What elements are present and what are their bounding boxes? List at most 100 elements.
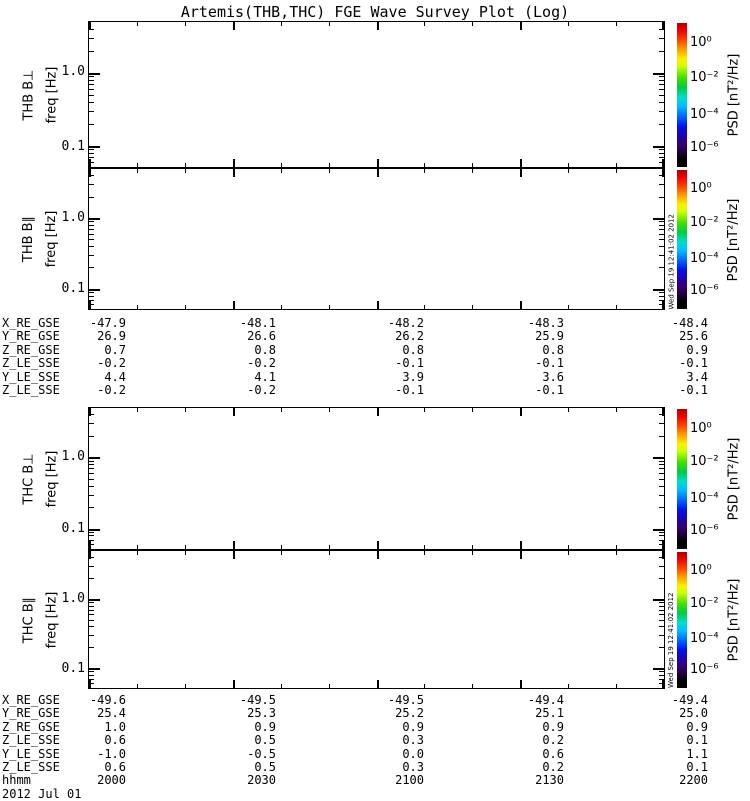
axis-tick <box>329 545 330 549</box>
axis-tick <box>659 578 664 579</box>
axis-tick <box>89 221 94 222</box>
axis-tick <box>89 540 94 541</box>
axis-tick <box>472 408 473 412</box>
axis-tick <box>89 162 94 163</box>
cell: 3.6 <box>542 369 564 384</box>
axis-tick <box>659 671 664 672</box>
axis-tick <box>659 507 664 508</box>
axis-tick <box>137 545 138 549</box>
axis-tick <box>659 473 664 474</box>
axis-tick <box>89 647 94 648</box>
time-tick-label: 2000 <box>97 773 126 788</box>
axis-tick <box>89 267 94 268</box>
axis-tick <box>137 22 138 26</box>
axis-tick <box>659 566 664 567</box>
axis-tick <box>659 626 664 627</box>
axis-tick <box>185 551 186 555</box>
axis-tick <box>89 255 94 256</box>
cell: 4.4 <box>104 369 126 384</box>
time-tick-label: 2200 <box>679 773 708 788</box>
cell: 0.3 <box>402 760 424 775</box>
axis-tick <box>659 535 664 536</box>
colorbar-tick-label: 10⁰ <box>690 563 712 578</box>
cell: -48.3 <box>527 316 564 330</box>
axis-tick <box>89 529 100 531</box>
cell: -49.4 <box>671 693 708 707</box>
axis-tick <box>89 566 94 567</box>
axis-tick <box>89 184 94 185</box>
row-label: Z_LE_SSE <box>2 733 60 748</box>
axis-tick <box>653 668 664 670</box>
cell: -0.1 <box>535 356 564 371</box>
axis-tick <box>329 169 330 173</box>
axis-tick <box>659 184 664 185</box>
axis-tick <box>329 684 330 688</box>
cell: -49.6 <box>89 693 126 707</box>
axis-tick <box>89 468 94 469</box>
y-tick-label: 0.1 <box>61 281 85 296</box>
axis-tick <box>89 464 94 465</box>
cell: 0.2 <box>542 760 564 775</box>
cell: -49.4 <box>527 693 564 707</box>
axis-tick <box>659 239 664 240</box>
cell: -0.1 <box>535 383 564 398</box>
axis-tick <box>89 301 91 309</box>
axis-tick <box>89 149 94 150</box>
axis-tick <box>659 468 664 469</box>
axis-tick <box>137 163 138 167</box>
axis-tick <box>659 124 664 125</box>
cell: 0.9 <box>402 719 424 734</box>
axis-tick <box>616 408 617 412</box>
cell: -0.1 <box>679 383 708 398</box>
row-label: Z_RE_GSE <box>2 342 60 357</box>
row-label: Z_LE_SSE <box>2 356 60 371</box>
cell: 25.3 <box>247 706 276 721</box>
axis-tick <box>233 159 235 167</box>
axis-tick <box>659 557 664 558</box>
axis-tick <box>89 29 94 30</box>
table-row: Y_RE_GSE 25.4 25.3 25.2 25.1 25.0 <box>2 706 710 721</box>
axis-tick <box>424 22 425 26</box>
axis-tick <box>520 408 522 416</box>
colorbar-tick-label: 10⁻² <box>690 70 719 85</box>
cell: 1.1 <box>686 746 708 761</box>
axis-tick <box>659 296 664 297</box>
cell: -0.1 <box>395 356 424 371</box>
axis-tick <box>659 38 664 39</box>
axis-tick <box>377 680 379 688</box>
axis-tick <box>89 225 94 226</box>
cell: -0.2 <box>97 383 126 398</box>
axis-tick <box>89 408 91 416</box>
axis-tick <box>653 529 664 531</box>
axis-tick <box>89 296 94 297</box>
psd-colorbar <box>677 409 687 549</box>
axis-tick <box>89 680 91 688</box>
cell: 25.1 <box>535 706 564 721</box>
cell: 0.3 <box>402 733 424 748</box>
row-label: Y_LE_SSE <box>2 746 60 761</box>
cell: 0.6 <box>104 760 126 775</box>
axis-tick <box>472 545 473 549</box>
cell: -49.5 <box>239 693 276 707</box>
axis-tick <box>89 671 94 672</box>
date-label: 2012 Jul 01 <box>2 786 82 801</box>
axis-tick <box>281 305 282 309</box>
axis-tick <box>233 551 235 559</box>
axis-tick <box>659 234 664 235</box>
thc-position-table: X_RE_GSE -49.6 -49.5 -49.5 -49.4 -49.4 Y_RE_G… <box>2 693 710 801</box>
axis-tick <box>89 157 94 158</box>
panel-group-label: THC B∥ <box>21 596 37 644</box>
axis-tick <box>377 408 379 416</box>
axis-tick <box>659 614 664 615</box>
axis-tick <box>89 602 94 603</box>
axis-tick <box>659 157 664 158</box>
creation-timestamp: Wed Sep 19 12:41:02 2012 <box>667 213 676 310</box>
cell: -48.1 <box>239 316 276 330</box>
time-tick-label: 2030 <box>247 773 276 788</box>
axis-tick <box>89 95 94 96</box>
axis-tick <box>659 229 664 230</box>
axis-tick <box>89 169 91 177</box>
table-row: Y_RE_GSE 26.9 26.6 26.2 25.9 25.6 <box>2 329 710 343</box>
axis-tick <box>89 507 94 508</box>
axis-tick <box>89 457 100 459</box>
